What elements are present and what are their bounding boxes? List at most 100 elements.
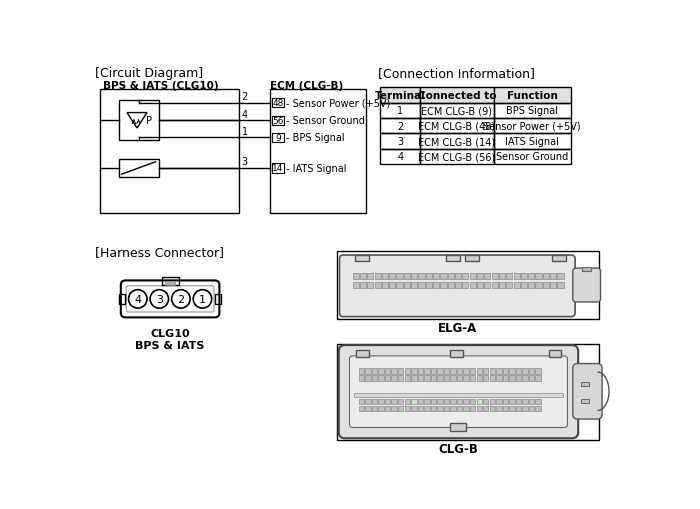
Text: - Sensor Power (+5V): - Sensor Power (+5V) — [286, 98, 391, 108]
Bar — [440, 282, 447, 288]
Bar — [503, 376, 508, 381]
Circle shape — [193, 290, 211, 308]
Bar — [398, 376, 403, 381]
Bar — [359, 369, 364, 374]
Bar — [380, 88, 421, 103]
Bar — [389, 273, 396, 279]
Bar — [522, 399, 528, 405]
Text: CLG-B: CLG-B — [438, 442, 478, 455]
Bar — [470, 406, 475, 411]
Bar — [438, 399, 442, 405]
Text: IATS Signal: IATS Signal — [505, 137, 559, 147]
Bar — [496, 399, 502, 405]
Bar — [536, 273, 542, 279]
Bar — [424, 376, 430, 381]
Bar — [516, 376, 522, 381]
Bar — [470, 282, 476, 288]
Text: ECM CLG-B (14): ECM CLG-B (14) — [419, 137, 496, 147]
Bar — [405, 406, 410, 411]
Text: 1: 1 — [398, 106, 403, 116]
Text: Connected to: Connected to — [418, 91, 496, 101]
Bar — [396, 282, 402, 288]
Bar — [118, 101, 159, 141]
Bar — [444, 369, 449, 374]
Bar — [365, 406, 371, 411]
Text: 4: 4 — [241, 109, 248, 120]
Bar — [450, 399, 456, 405]
Text: ECM CLG-B (48): ECM CLG-B (48) — [419, 122, 496, 131]
Text: ECM CLG-B (9): ECM CLG-B (9) — [421, 106, 492, 116]
Bar — [385, 399, 391, 405]
Bar — [337, 344, 599, 440]
Bar — [396, 273, 402, 279]
Bar — [528, 282, 534, 288]
Text: P: P — [146, 116, 153, 126]
Bar — [411, 399, 416, 405]
Bar — [477, 376, 482, 381]
Bar — [411, 282, 417, 288]
Bar — [499, 282, 505, 288]
Bar — [368, 282, 373, 288]
Text: - BPS Signal: - BPS Signal — [286, 133, 345, 143]
Bar — [430, 376, 436, 381]
Bar — [119, 294, 125, 305]
Bar — [374, 282, 381, 288]
Bar — [521, 273, 527, 279]
Text: BPS Signal: BPS Signal — [506, 106, 558, 116]
Bar — [455, 282, 461, 288]
FancyBboxPatch shape — [573, 364, 602, 419]
Bar — [389, 282, 396, 288]
Bar — [421, 134, 494, 150]
Text: ECM (CLG-B): ECM (CLG-B) — [270, 81, 344, 91]
Bar — [382, 273, 388, 279]
Bar — [374, 273, 381, 279]
Bar — [380, 103, 421, 119]
Bar — [490, 399, 495, 405]
Bar — [510, 376, 514, 381]
Text: BPS & IATS (CLG10): BPS & IATS (CLG10) — [103, 81, 218, 91]
Bar — [465, 256, 479, 262]
Bar — [529, 369, 534, 374]
Bar — [426, 273, 432, 279]
Bar — [463, 376, 469, 381]
Bar — [499, 273, 505, 279]
Bar — [404, 273, 410, 279]
Text: 1: 1 — [241, 126, 248, 136]
Bar — [477, 399, 482, 405]
Bar — [430, 369, 436, 374]
Bar — [470, 273, 476, 279]
Bar — [444, 399, 449, 405]
Text: [Harness Connector]: [Harness Connector] — [95, 245, 225, 259]
Bar — [380, 150, 421, 165]
Bar — [405, 376, 410, 381]
Bar — [162, 278, 178, 286]
Bar — [490, 369, 495, 374]
Bar — [385, 406, 391, 411]
Text: [Connection Information]: [Connection Information] — [378, 67, 535, 80]
Bar — [391, 376, 397, 381]
Bar — [448, 273, 454, 279]
Bar — [100, 90, 239, 213]
Bar — [272, 133, 284, 143]
Bar — [457, 369, 462, 374]
Bar — [450, 376, 456, 381]
Bar — [542, 282, 549, 288]
Bar — [516, 369, 522, 374]
Bar — [491, 273, 498, 279]
Bar — [463, 369, 469, 374]
Bar — [359, 376, 364, 381]
Circle shape — [172, 290, 190, 308]
Bar — [118, 159, 159, 178]
Bar — [506, 273, 512, 279]
Bar — [430, 399, 436, 405]
Bar — [380, 119, 421, 134]
Circle shape — [129, 290, 147, 308]
Bar — [510, 369, 514, 374]
Bar — [506, 282, 512, 288]
Bar — [552, 256, 566, 262]
Bar — [426, 282, 432, 288]
Bar — [446, 256, 460, 262]
Bar — [424, 406, 430, 411]
Bar — [462, 282, 468, 288]
Bar — [411, 273, 417, 279]
